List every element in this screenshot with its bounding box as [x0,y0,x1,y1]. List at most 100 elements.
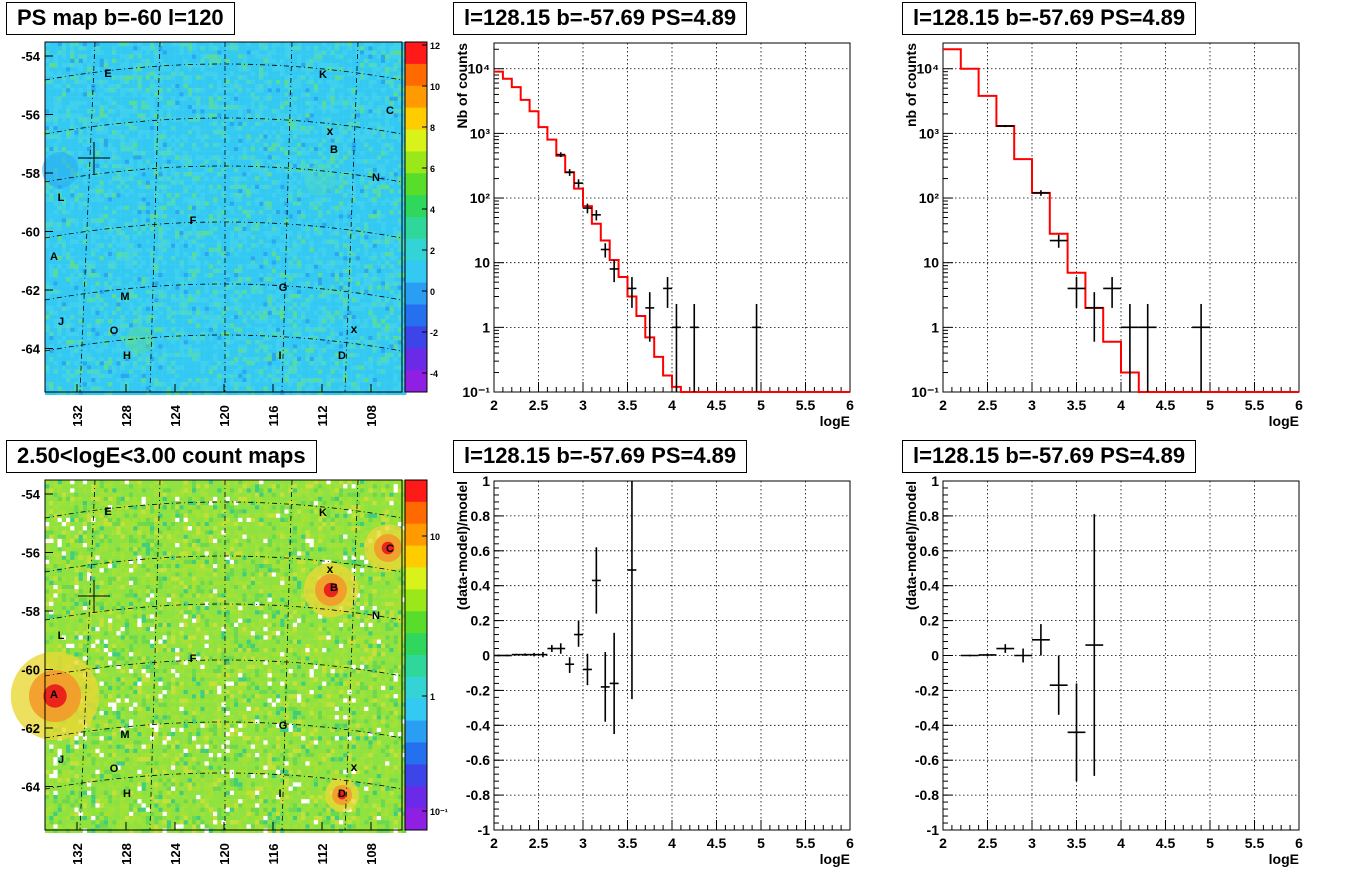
x-tick-label: 6 [1295,835,1303,851]
data-point [1067,683,1086,782]
data-point [502,654,512,657]
source-label: D [338,350,346,362]
colorbar-segment [405,107,427,130]
colorbar-segment [405,698,427,722]
colorbar-tick-label: 6 [430,164,435,174]
y-tick-label: 0 [931,648,939,664]
source-label: B [330,582,338,594]
y-tick-label: -0.4 [915,717,939,733]
data-point [538,652,548,658]
source-label: O [110,325,119,337]
data-point [565,657,575,673]
data-point [574,179,583,188]
y-tick-label: -58 [21,604,40,619]
colorbar-segment [405,611,427,634]
y-tick-label: 1 [482,473,490,489]
source-label: A [50,689,58,701]
colorbar-segment [405,173,427,196]
data-point [1014,648,1032,663]
data-point [591,210,601,221]
x-axis-title: logE [820,413,850,429]
residual-panel-2: 2 2.5 3 3.5 4 4.5 5 5.5 6 1 0.8 0.6 0.4 0.2 0 -0.2 -0.4 -… [898,438,1348,876]
y-tick-label: 0 [482,648,490,664]
y-tick-label: 0.4 [920,578,940,594]
x-tick-label: 120 [217,405,232,427]
x-tick-label: 4.5 [1156,397,1176,413]
colorbar-segment [405,501,427,525]
y-axis-title: (data-model)/model [454,481,470,610]
y-tick-label: -1 [478,822,491,838]
data-point [1103,277,1121,308]
y-tick-label: -62 [21,721,40,736]
x-marker: x [351,322,358,336]
graticule-meridian [344,479,359,831]
data-point [1032,190,1050,196]
colorbar-segment [405,42,427,65]
x-tick-label: 5.5 [1245,835,1265,851]
y-tick-label: -56 [21,546,40,561]
data-point [600,652,610,722]
x-tick-label: 6 [846,835,854,851]
source-label: G [279,720,288,732]
map-pixels [45,42,407,395]
colorbar-segment [405,282,427,305]
data-point [1192,303,1210,392]
y-tick-label: -60 [21,663,40,678]
x-tick-label: 5 [757,835,765,851]
data-point [627,277,637,308]
x-tick-label: 4 [668,397,676,413]
colorbar-segment [405,151,427,174]
y-tick-label: 0.4 [471,578,491,594]
source-label: E [104,68,111,80]
colorbar-segment [405,217,427,240]
data-point [627,481,637,700]
source-label: B [330,144,338,156]
x-tick-label: 4.5 [707,835,727,851]
colorbar-segment [405,129,427,152]
y-tick-label: -62 [21,283,40,298]
ps-map-title: PS map b=-60 l=120 [6,2,235,35]
x-axis-title: logE [1269,851,1299,867]
colorbar-tick-label: -4 [430,369,438,379]
colorbar [405,42,427,393]
colorbar-segment [405,523,427,547]
x-marker: x [327,124,334,138]
x-tick-label: 6 [1295,397,1303,413]
map-pixels [45,480,407,833]
map-region [304,164,336,196]
residual-panel-1: 2 2.5 3 3.5 4 4.5 5 5.5 6 1 0.8 0.6 0.4 0.2 0 -0.2 -0.4 -… [449,438,898,876]
x-tick-label: 2 [490,835,498,851]
spectrum-title-1: l=128.15 b=-57.69 PS=4.89 [453,2,748,35]
map-region [126,326,154,354]
graticule-meridian [79,479,96,831]
data-point [574,620,583,647]
graticule-meridian [281,479,293,831]
x-tick-label: 116 [266,406,281,427]
x-tick-label: 124 [168,842,183,864]
data-point [689,303,699,392]
data-point [960,654,979,657]
data-point [609,260,619,283]
x-tick-label: 112 [315,844,330,865]
colorbar-segment [405,348,427,371]
y-tick-label: -0.6 [466,752,490,768]
source-label: C [386,105,394,117]
source-label: I [278,788,281,800]
x-tick-label: 132 [70,843,85,865]
x-tick-label: 6 [846,397,854,413]
x-tick-label: 3 [579,397,587,413]
y-tick-label: 0.2 [471,613,491,629]
y-tick-label: 0.6 [471,543,491,559]
y-tick-label: -54 [21,49,41,64]
colorbar-tick-label: 10 [430,82,440,92]
y-tick-label: -0.4 [466,717,490,733]
colorbar-segment [405,195,427,218]
data-point [1032,624,1050,656]
source-core [381,541,395,555]
x-tick-label: 2 [939,835,947,851]
data-point [663,277,672,308]
y-tick-label: 0.6 [920,543,940,559]
colorbar-tick-label: -2 [430,328,438,338]
y-tick-label: 10⁻¹ [911,384,939,400]
